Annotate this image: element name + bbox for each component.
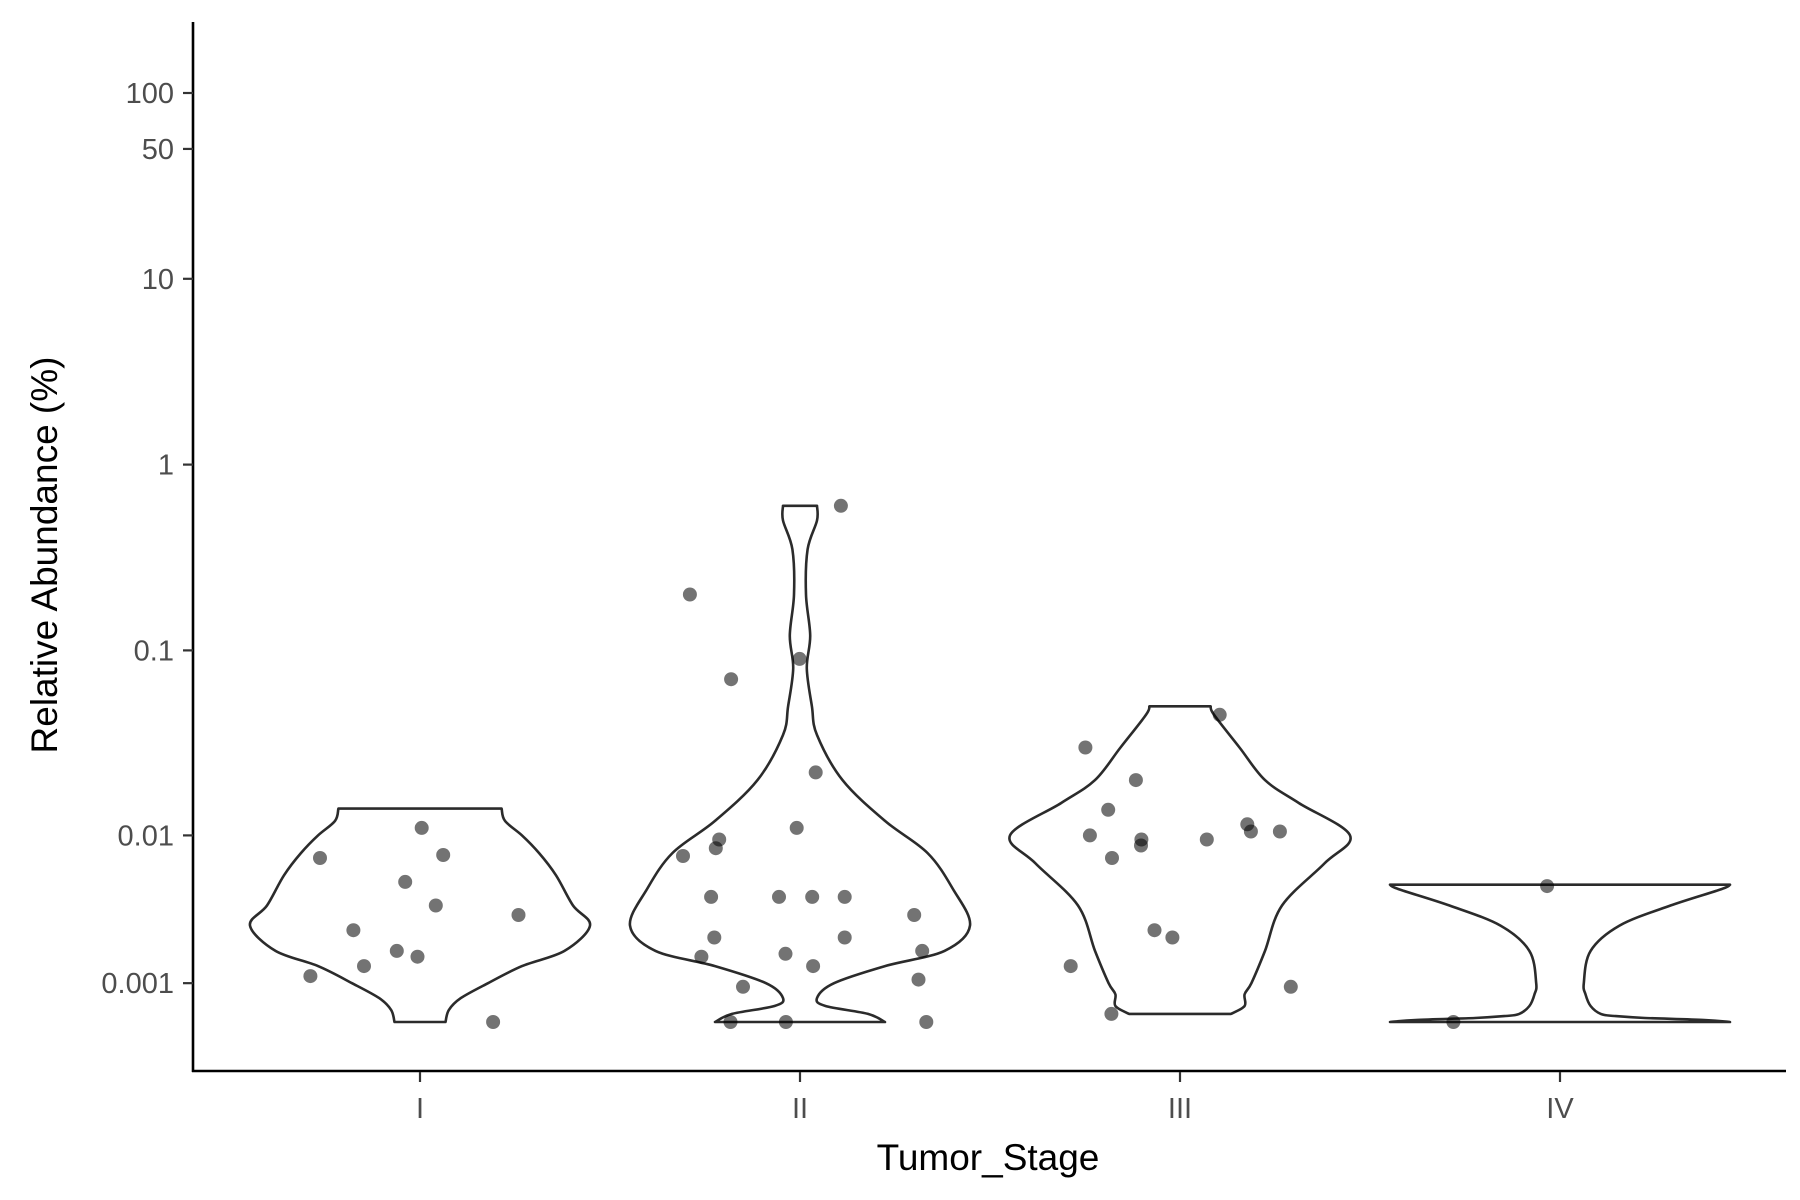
data-point bbox=[704, 889, 719, 904]
violin-IV bbox=[1388, 883, 1732, 1024]
violin-layer bbox=[248, 504, 1732, 1024]
data-point bbox=[346, 923, 361, 938]
data-point bbox=[1147, 923, 1162, 938]
data-point bbox=[907, 908, 922, 922]
data-point bbox=[808, 765, 823, 780]
data-point bbox=[428, 898, 443, 913]
data-point bbox=[357, 959, 371, 974]
data-point bbox=[1063, 959, 1078, 974]
y-tick-label: 1 bbox=[158, 450, 174, 482]
x-tick-label: IV bbox=[1546, 1093, 1574, 1125]
data-point bbox=[303, 969, 318, 984]
y-axis-ticks: 0.001 0.01 0.1 1 10 50 100 bbox=[101, 78, 193, 1000]
data-point bbox=[1283, 979, 1298, 994]
data-point bbox=[919, 1015, 934, 1029]
data-point bbox=[792, 651, 807, 666]
data-point bbox=[398, 874, 413, 889]
data-point bbox=[511, 908, 526, 922]
x-tick-label: III bbox=[1168, 1093, 1192, 1125]
data-point bbox=[778, 1015, 793, 1029]
data-point bbox=[1128, 773, 1143, 788]
data-point bbox=[837, 889, 852, 904]
data-point bbox=[707, 930, 722, 945]
violin-III bbox=[1008, 705, 1352, 1016]
data-point bbox=[1101, 802, 1116, 817]
data-point bbox=[1446, 1015, 1461, 1029]
x-axis-ticks: I II III IV bbox=[416, 1072, 1574, 1125]
data-point bbox=[806, 959, 821, 974]
x-tick-label: II bbox=[792, 1093, 808, 1125]
data-point bbox=[389, 943, 404, 958]
data-point bbox=[723, 1015, 738, 1029]
data-point bbox=[1105, 851, 1119, 865]
data-point bbox=[1134, 838, 1148, 853]
data-point bbox=[1540, 879, 1555, 894]
y-tick-label: 50 bbox=[142, 134, 174, 166]
data-point bbox=[313, 851, 327, 865]
data-point bbox=[436, 848, 451, 862]
violin-I bbox=[248, 807, 592, 1024]
data-point bbox=[486, 1015, 501, 1029]
y-axis-title: Relative Abundance (%) bbox=[24, 357, 65, 754]
data-point bbox=[1078, 740, 1093, 755]
data-point bbox=[736, 979, 750, 994]
data-point bbox=[694, 949, 709, 964]
data-point bbox=[789, 820, 804, 835]
data-point bbox=[915, 943, 930, 958]
data-point bbox=[1240, 817, 1255, 832]
x-tick-label: I bbox=[416, 1093, 424, 1125]
y-tick-label: 10 bbox=[142, 264, 174, 296]
data-point bbox=[911, 972, 926, 987]
violin-II bbox=[628, 504, 972, 1024]
point-layer bbox=[303, 498, 1555, 1029]
data-point bbox=[1212, 707, 1227, 722]
y-tick-label: 0.01 bbox=[118, 820, 174, 852]
data-point bbox=[682, 587, 697, 602]
data-point bbox=[1104, 1006, 1119, 1021]
y-tick-label: 0.001 bbox=[101, 968, 174, 1000]
data-point bbox=[837, 930, 852, 945]
data-point bbox=[833, 498, 848, 513]
data-point bbox=[1199, 832, 1214, 847]
data-point bbox=[1082, 828, 1097, 843]
data-point bbox=[724, 672, 739, 687]
data-point bbox=[676, 849, 690, 863]
data-point bbox=[778, 946, 793, 961]
data-point bbox=[805, 889, 820, 904]
data-point bbox=[1165, 930, 1180, 945]
data-point bbox=[1272, 824, 1287, 839]
data-point bbox=[414, 820, 429, 835]
x-axis-title: Tumor_Stage bbox=[877, 1137, 1100, 1178]
y-tick-label: 0.1 bbox=[134, 635, 174, 667]
data-point bbox=[772, 889, 786, 904]
y-tick-label: 100 bbox=[126, 78, 174, 110]
data-point bbox=[410, 949, 425, 964]
data-point bbox=[712, 832, 727, 847]
